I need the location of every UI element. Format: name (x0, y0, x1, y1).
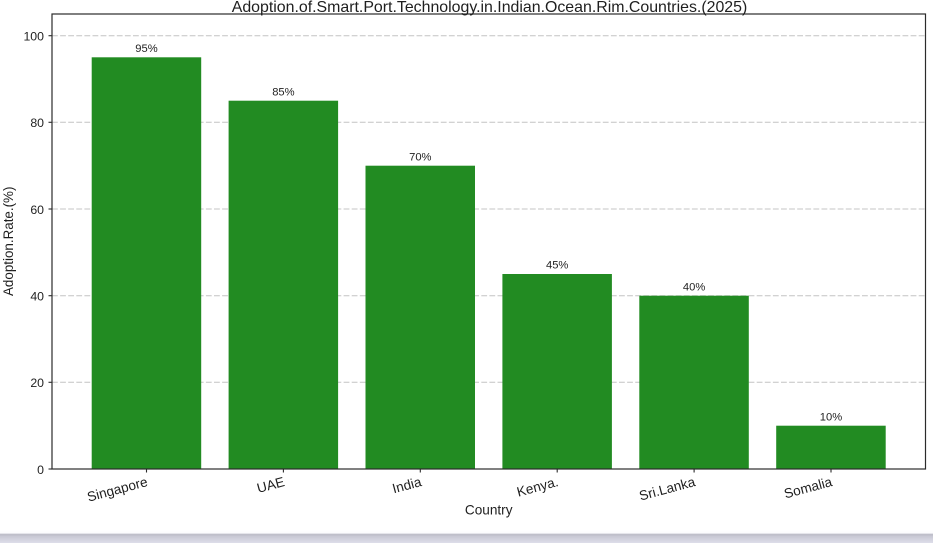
svg-text:60: 60 (30, 203, 44, 217)
svg-text:20: 20 (30, 376, 44, 390)
svg-text:40%: 40% (683, 281, 705, 293)
svg-text:India: India (391, 474, 424, 496)
svg-text:Singapore: Singapore (85, 474, 149, 505)
svg-text:UAE: UAE (255, 474, 286, 496)
svg-text:85%: 85% (272, 86, 294, 98)
svg-text:Somalia: Somalia (782, 474, 834, 501)
svg-text:Sri.Lanka: Sri.Lanka (637, 474, 697, 503)
svg-text:95%: 95% (135, 43, 157, 55)
svg-text:40: 40 (30, 290, 44, 304)
svg-text:100: 100 (23, 30, 44, 44)
svg-text:Country: Country (465, 502, 513, 517)
svg-text:80: 80 (30, 116, 44, 130)
svg-text:Adoption.Rate.(%): Adoption.Rate.(%) (1, 187, 16, 296)
svg-text:0: 0 (37, 463, 44, 477)
svg-text:Adoption.of.Smart.Port.Technol: Adoption.of.Smart.Port.Technology.in.Ind… (232, 0, 748, 16)
svg-text:70%: 70% (409, 151, 431, 163)
svg-text:10%: 10% (820, 411, 842, 423)
svg-text:45%: 45% (546, 260, 568, 272)
svg-text:Kenya.: Kenya. (515, 474, 560, 499)
